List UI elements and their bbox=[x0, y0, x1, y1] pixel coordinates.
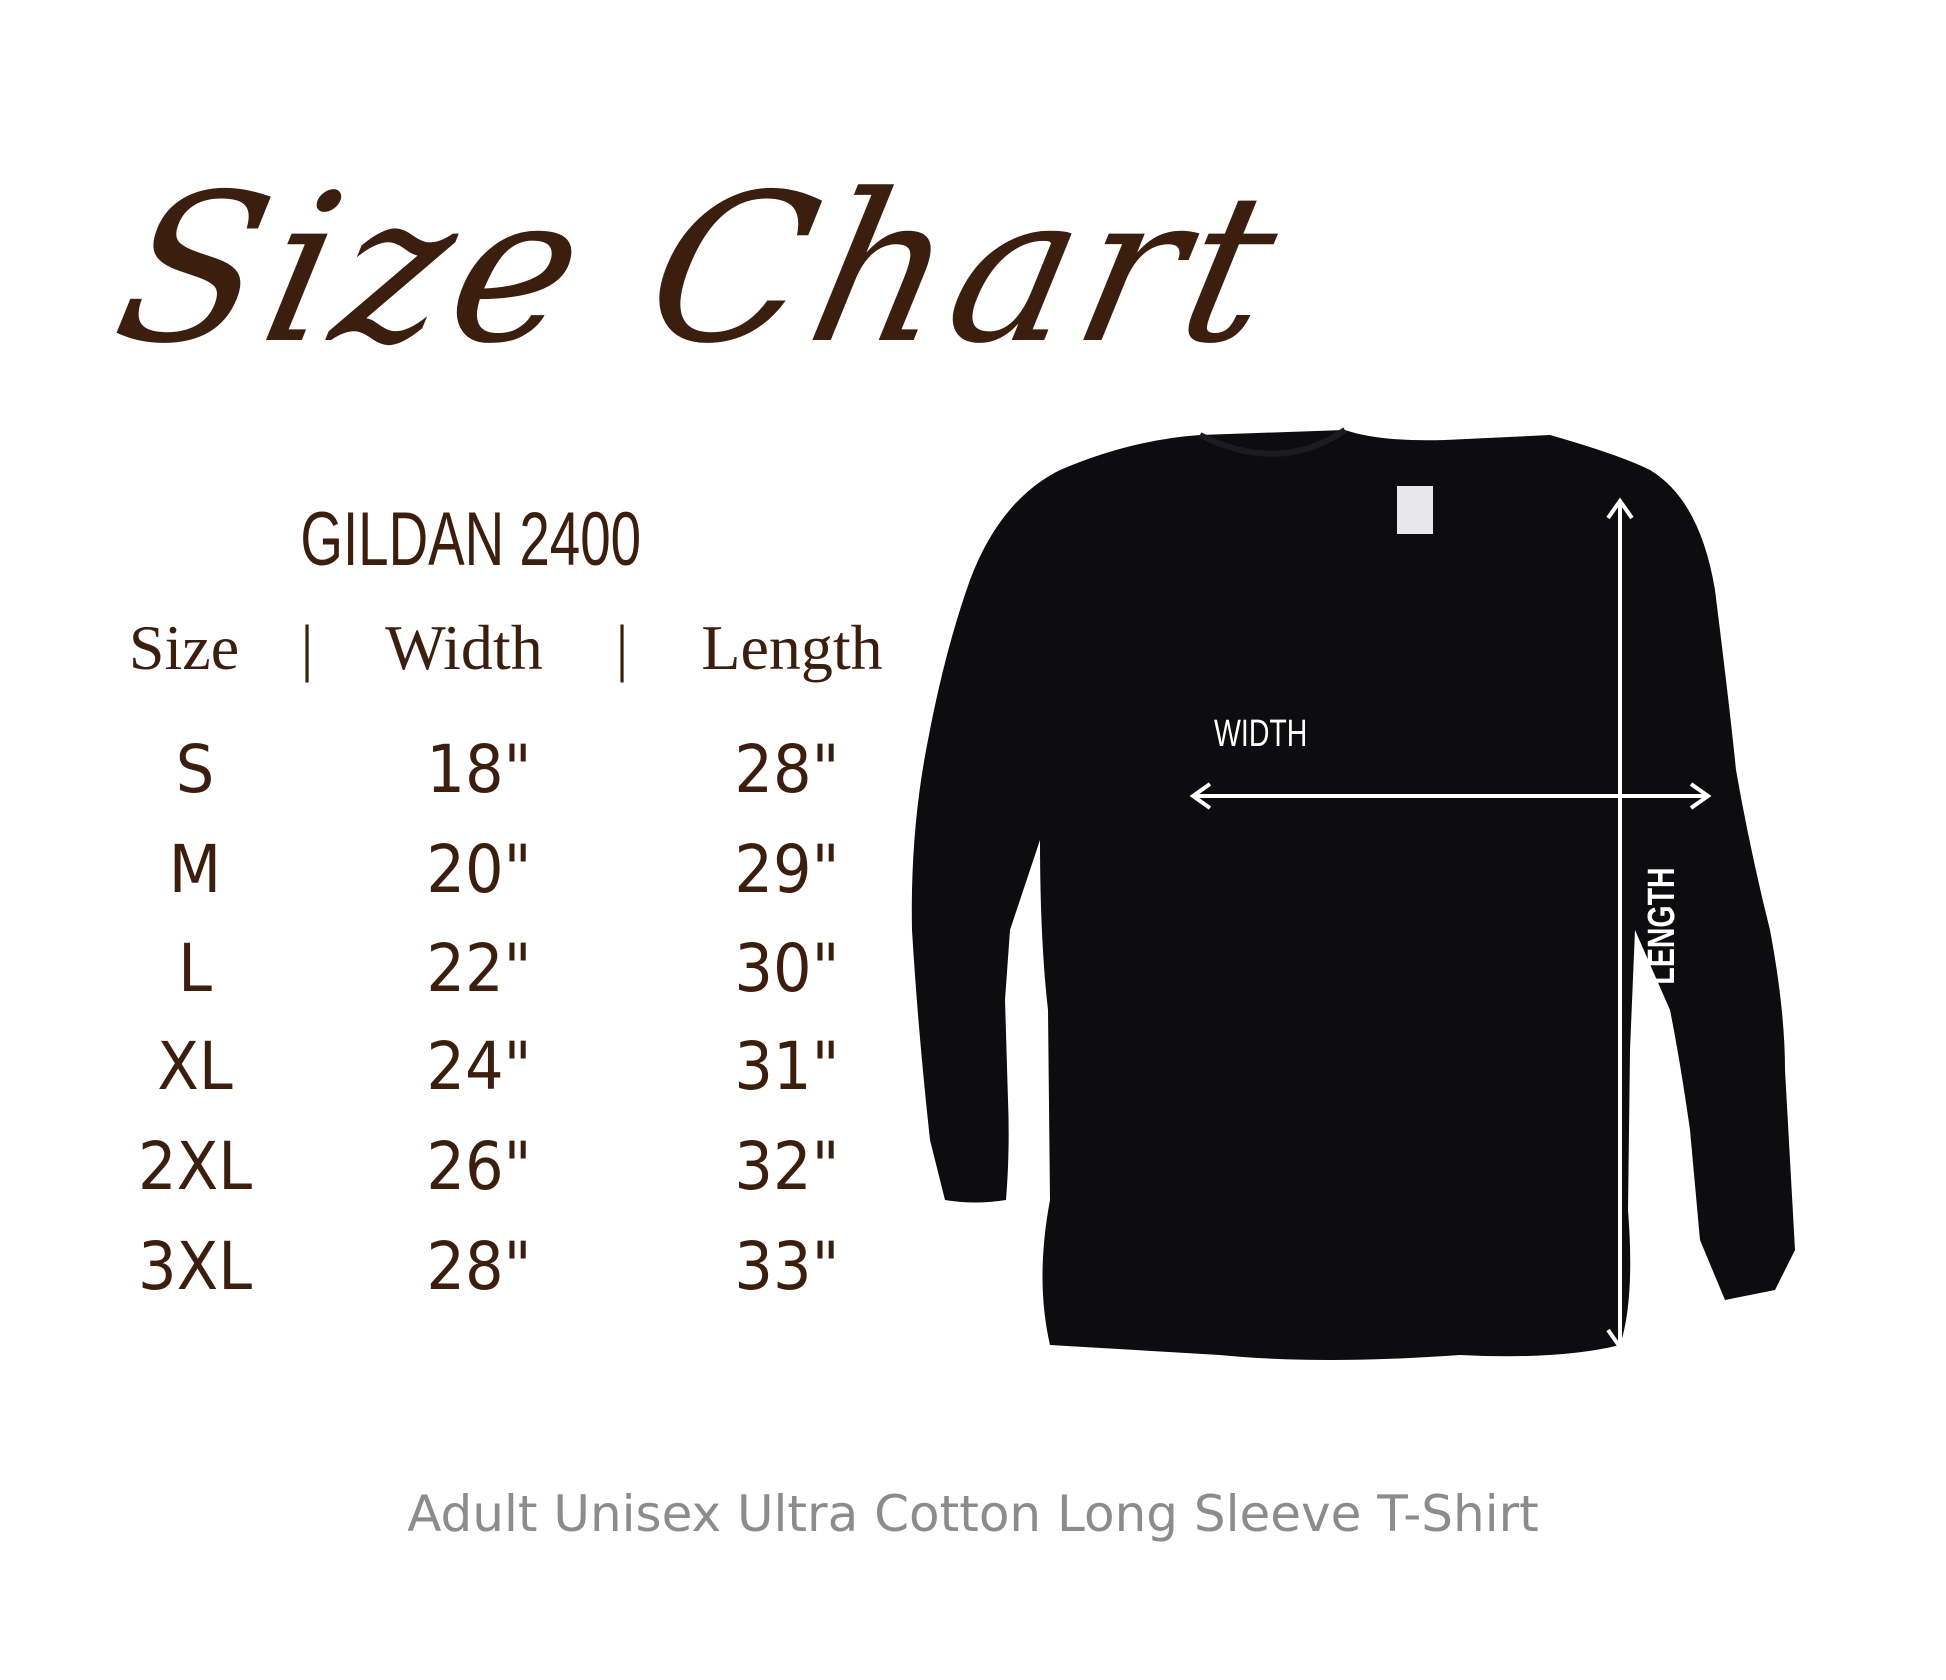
header-separator: | bbox=[300, 612, 314, 683]
length-cell: 28" bbox=[734, 731, 840, 808]
length-label: LENGTH bbox=[1641, 867, 1683, 985]
size-cell: L bbox=[178, 930, 212, 1007]
long-sleeve-shirt-diagram bbox=[911, 427, 1795, 1360]
shirt-body bbox=[911, 430, 1795, 1360]
size-cell: M bbox=[168, 831, 222, 908]
header-separator: | bbox=[615, 612, 629, 683]
header-size: Size bbox=[128, 612, 240, 683]
size-cell: S bbox=[175, 731, 215, 808]
width-cell: 22" bbox=[426, 930, 532, 1007]
shirt-collar bbox=[1198, 427, 1347, 457]
length-cell: 33" bbox=[734, 1228, 840, 1305]
length-cell: 30" bbox=[734, 930, 840, 1007]
length-cell: 31" bbox=[734, 1028, 840, 1105]
product-description: Adult Unisex Ultra Cotton Long Sleeve T-… bbox=[407, 1485, 1539, 1543]
arrowhead-down-icon bbox=[1606, 1328, 1634, 1351]
shirt-tag bbox=[1397, 486, 1433, 534]
header-length: Length bbox=[701, 612, 883, 683]
width-cell: 18" bbox=[426, 731, 532, 808]
length-cell: 32" bbox=[734, 1128, 840, 1205]
width-cell: 28" bbox=[426, 1228, 532, 1305]
arrowhead-right-icon bbox=[1689, 782, 1712, 810]
brand-model: GILDAN 2400 bbox=[300, 497, 642, 582]
size-cell: XL bbox=[157, 1028, 233, 1105]
arrowhead-left-icon bbox=[1189, 782, 1212, 810]
size-chart-title: Size Chart bbox=[98, 151, 1302, 389]
size-cell: 3XL bbox=[137, 1228, 253, 1305]
width-cell: 24" bbox=[426, 1028, 532, 1105]
width-cell: 20" bbox=[426, 831, 532, 908]
arrowhead-up-icon bbox=[1606, 497, 1634, 520]
header-width: Width bbox=[385, 612, 543, 683]
length-cell: 29" bbox=[734, 831, 840, 908]
width-cell: 26" bbox=[426, 1128, 532, 1205]
width-label: WIDTH bbox=[1214, 713, 1308, 755]
size-cell: 2XL bbox=[137, 1128, 253, 1205]
